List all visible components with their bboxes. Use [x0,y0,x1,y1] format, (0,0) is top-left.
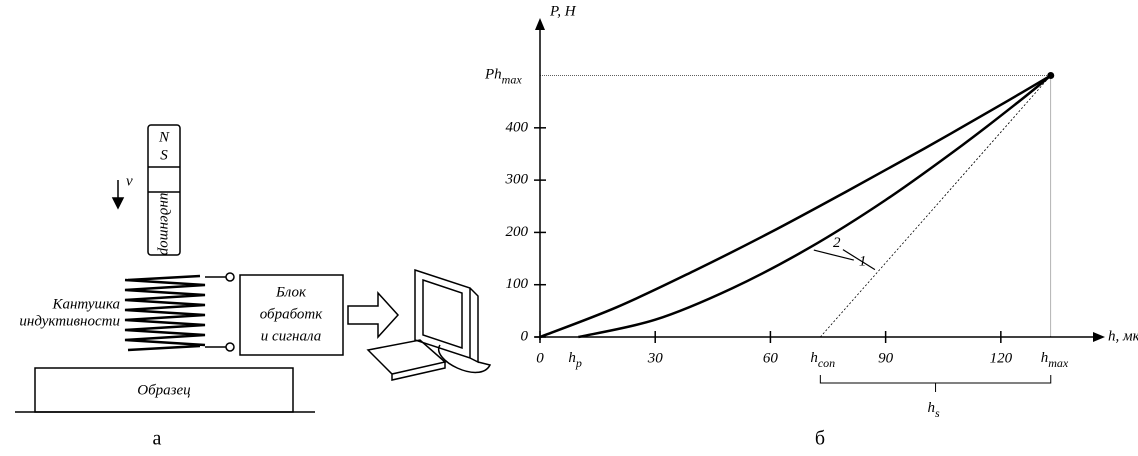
x-arrow [1093,332,1105,342]
annotation: hmax [1041,350,1069,369]
caption: а [153,428,162,450]
y-arrow [535,18,545,30]
hollow-arrow [348,293,398,337]
annotation-sub: max [1048,356,1069,370]
annotation: hp [568,350,582,369]
block-label: обработк [260,306,324,322]
terminal [226,273,234,281]
x-axis-label: h, мкм [1108,328,1138,344]
curve [540,76,1051,337]
brace [820,375,1050,392]
wire [205,277,226,347]
coil-label: Кантушка [52,296,121,312]
series-label: 2 [833,235,841,251]
x-tick-label: 30 [647,350,664,366]
y-tick-label: 300 [505,172,529,188]
terminal [226,343,234,351]
curve [578,76,1050,337]
diagram [15,125,490,412]
annotation-sub: con [818,356,835,370]
x-tick-label: 0 [536,350,544,366]
annotation: hs [928,400,941,419]
x-tick-label: 90 [878,350,894,366]
south: S [160,147,168,163]
monitor [415,270,490,372]
north: N [158,129,170,145]
annotation-text: h [568,350,576,366]
pointer [814,250,854,260]
block-label: и сигнала [261,328,321,344]
annotation-text: h [1041,350,1049,366]
y-tick-label: 0 [521,328,529,344]
x-tick-label: 120 [990,350,1013,366]
figure: N S индентор v Кантушка индуктивности Бл… [0,0,1138,456]
caption: б [815,428,825,450]
y-tick-label: 200 [506,224,529,240]
annotation-text: Ph [484,67,502,83]
annotation-text: h [810,350,818,366]
annotation: Phmax [484,67,522,86]
coil-label: индуктивности [19,313,120,329]
velocity-label: v [126,173,133,189]
coil [125,276,205,350]
annotation-text: h [928,400,936,416]
x-tick-label: 60 [763,350,779,366]
indenter-label: индентор [157,193,173,256]
annotation-sub: s [935,406,940,420]
annotation-sub: max [502,72,523,86]
y-tick-label: 100 [506,276,529,292]
block-label: Блок [275,284,307,300]
y-axis-label: P, H [549,3,577,19]
tangent [820,76,1050,337]
arrow-head [113,198,123,208]
annotation-sub: p [575,356,582,370]
annotation: hcon [810,350,835,369]
y-tick-label: 400 [506,119,529,135]
specimen-label: Образец [137,382,190,398]
